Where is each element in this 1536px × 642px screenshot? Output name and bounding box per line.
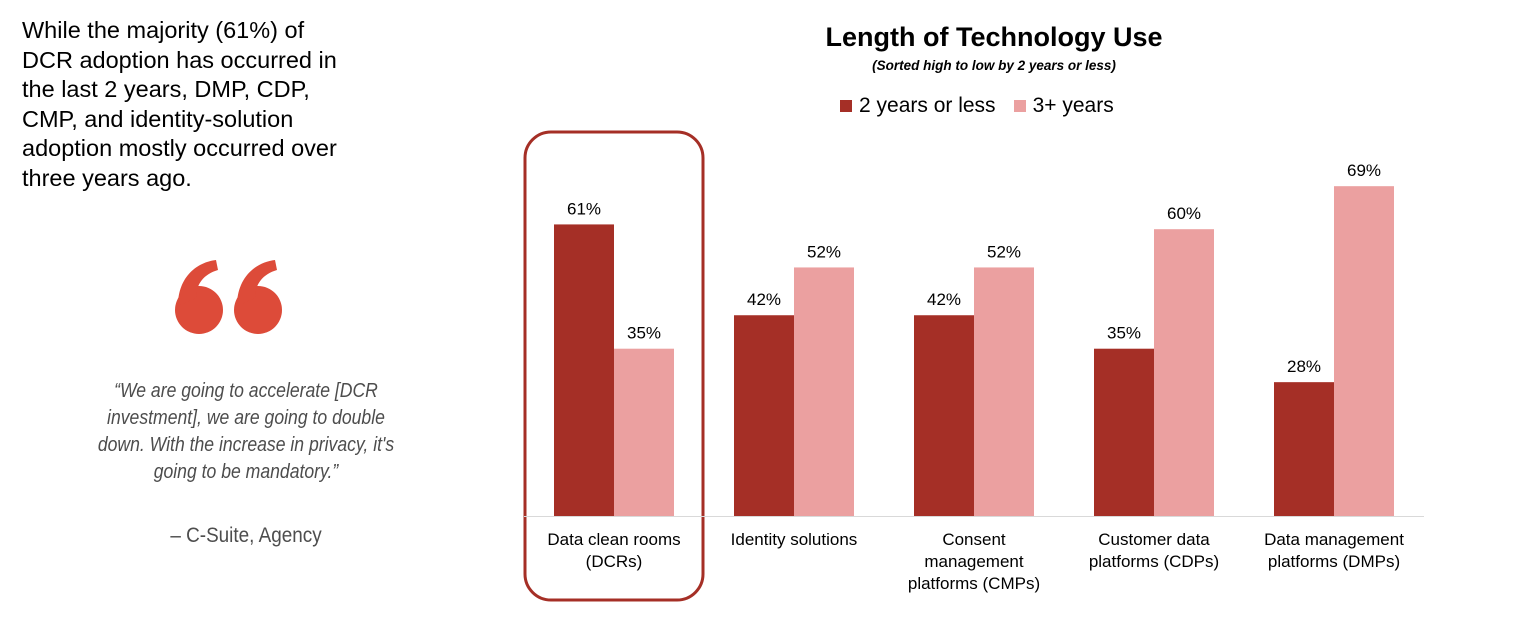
data-label-recent-0: 61% bbox=[567, 199, 601, 218]
bar-recent-1 bbox=[734, 315, 794, 516]
bar-older-2 bbox=[974, 267, 1034, 516]
bar-recent-2 bbox=[914, 315, 974, 516]
data-label-recent-2: 42% bbox=[927, 290, 961, 309]
data-label-older-2: 52% bbox=[987, 242, 1021, 261]
legend-item-recent: 2 years or less bbox=[840, 94, 996, 118]
category-label-0: Data clean rooms (DCRs) bbox=[547, 530, 680, 571]
category-label-line: platforms (CDPs) bbox=[1089, 552, 1219, 571]
legend-item-older: 3+ years bbox=[1013, 94, 1114, 118]
category-label-line: management bbox=[924, 552, 1024, 571]
category-label-line: Data clean rooms bbox=[547, 530, 680, 549]
bar-older-1 bbox=[794, 267, 854, 516]
data-label-older-4: 69% bbox=[1347, 161, 1381, 180]
category-label-line: Data management bbox=[1264, 530, 1404, 549]
legend-label-older: 3+ years bbox=[1032, 94, 1114, 117]
legend-swatch-older bbox=[1013, 100, 1026, 112]
bar-recent-4 bbox=[1274, 382, 1334, 516]
quote-text: “We are going to accelerate [DCR investm… bbox=[97, 380, 395, 483]
data-label-recent-1: 42% bbox=[747, 290, 781, 309]
bar-older-3 bbox=[1154, 229, 1214, 516]
chart-subtitle: (Sorted high to low by 2 years or less) bbox=[872, 58, 1116, 73]
bar-older-4 bbox=[1334, 186, 1394, 516]
category-label-line: platforms (DMPs) bbox=[1268, 552, 1400, 571]
bar-recent-0 bbox=[554, 224, 614, 517]
summary-text: While the majority (61%) of DCR adoption… bbox=[22, 17, 337, 191]
category-label-3: Customer data platforms (CDPs) bbox=[1089, 530, 1219, 571]
bar-older-0 bbox=[614, 348, 674, 516]
legend-swatch-recent bbox=[840, 100, 852, 112]
data-label-older-0: 35% bbox=[627, 324, 661, 343]
category-label-line: Customer data bbox=[1098, 530, 1210, 549]
category-label-1: Identity solutions bbox=[731, 530, 858, 549]
data-label-older-1: 52% bbox=[807, 242, 841, 261]
data-label-older-3: 60% bbox=[1167, 204, 1201, 223]
data-label-recent-3: 35% bbox=[1107, 324, 1141, 343]
category-label-2: Consent management platforms (CMPs) bbox=[908, 530, 1040, 593]
legend-label-recent: 2 years or less bbox=[859, 94, 996, 117]
category-label-line: Consent bbox=[942, 530, 1006, 549]
quote-attribution: – C-Suite, Agency bbox=[170, 524, 322, 547]
chart-legend: 2 years or less 3+ years bbox=[840, 93, 1132, 119]
category-label-line: platforms (CMPs) bbox=[908, 574, 1040, 593]
category-label-4: Data management platforms (DMPs) bbox=[1264, 530, 1404, 571]
bar-recent-3 bbox=[1094, 348, 1154, 516]
chart-title: Length of Technology Use bbox=[825, 22, 1163, 52]
category-label-line: (DCRs) bbox=[586, 552, 643, 571]
category-label-line: Identity solutions bbox=[731, 530, 858, 549]
highlight-box bbox=[523, 130, 705, 602]
quotation-mark-icon bbox=[175, 260, 282, 334]
data-label-recent-4: 28% bbox=[1287, 357, 1321, 376]
